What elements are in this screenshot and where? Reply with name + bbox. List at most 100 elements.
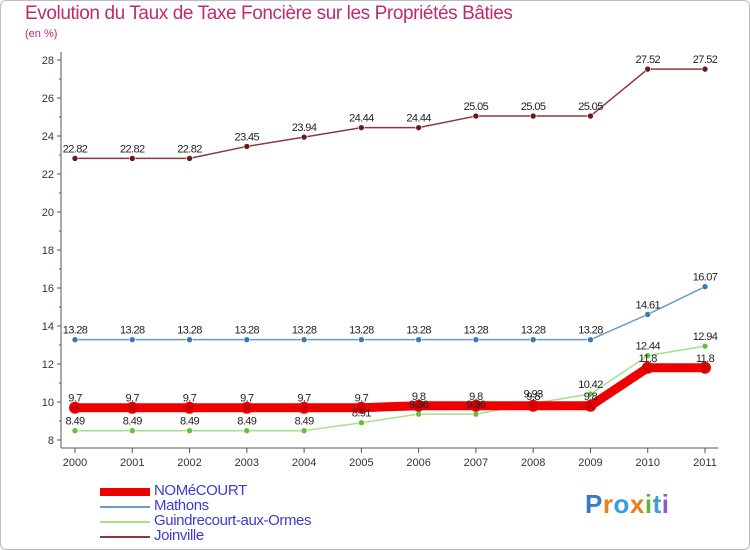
data-point	[701, 342, 709, 350]
data-label: 13.28	[63, 325, 88, 337]
data-point	[358, 124, 365, 131]
data-point	[300, 133, 308, 141]
data-label: 8.49	[65, 416, 84, 428]
data-point	[527, 399, 540, 412]
data-label: 12.44	[635, 341, 660, 353]
data-point	[243, 336, 251, 343]
legend-swatch	[100, 506, 150, 508]
data-label: 9.8	[469, 391, 483, 403]
y-tick-label: 10	[42, 397, 54, 409]
data-point	[587, 390, 594, 398]
data-point	[587, 336, 594, 343]
data-point	[355, 401, 368, 414]
data-label: 11.8	[696, 353, 715, 365]
data-point	[415, 336, 422, 343]
data-label: 13.28	[292, 325, 317, 337]
data-label: 27.52	[693, 54, 718, 66]
x-tick-label: 2003	[235, 457, 259, 469]
data-label: 22.82	[177, 143, 202, 155]
legend-label: NOMéCOURT	[154, 482, 247, 499]
data-point	[415, 410, 422, 418]
y-tick-label: 8	[48, 435, 54, 447]
y-tick-label: 28	[42, 55, 54, 67]
data-point	[128, 155, 136, 162]
data-point	[126, 401, 139, 414]
logo-letter: x	[629, 489, 645, 519]
legend-swatch	[100, 488, 150, 496]
data-label: 25.05	[521, 101, 546, 113]
data-label: 25.05	[578, 101, 603, 113]
data-label: 14.61	[635, 299, 660, 311]
data-point	[186, 427, 193, 434]
data-label: 9.8	[412, 391, 426, 403]
data-label: 10.42	[578, 379, 603, 391]
data-point	[529, 336, 537, 343]
data-label: 9.8	[584, 391, 598, 403]
data-label: 9.7	[240, 393, 254, 405]
data-point	[71, 427, 79, 434]
data-point	[469, 399, 482, 412]
x-tick-label: 2006	[406, 457, 430, 469]
data-label: 13.28	[521, 325, 546, 337]
data-label: 13.28	[464, 325, 489, 337]
data-label: 13.28	[235, 325, 260, 337]
data-label: 16.07	[693, 272, 718, 284]
data-point	[300, 336, 308, 343]
data-point	[243, 427, 251, 434]
data-point	[472, 112, 480, 120]
logo-letter: o	[613, 489, 630, 519]
data-point	[71, 155, 79, 162]
legend-swatch	[100, 536, 150, 538]
data-point	[128, 336, 136, 343]
data-label: 9.93	[524, 388, 543, 400]
data-point	[529, 112, 537, 120]
data-label: 25.05	[464, 101, 489, 113]
data-label: 9.7	[126, 393, 140, 405]
data-label: 22.82	[63, 143, 88, 155]
data-point	[644, 65, 652, 73]
data-point	[641, 361, 654, 374]
series-line-joinville	[74, 68, 706, 160]
data-point	[584, 399, 597, 412]
x-tick-label: 2004	[292, 457, 316, 469]
data-point	[644, 311, 652, 318]
y-tick-label: 24	[42, 131, 54, 143]
data-point	[587, 112, 594, 120]
data-point	[298, 401, 311, 414]
data-point	[128, 427, 136, 434]
series-line-mathons	[74, 285, 706, 341]
x-tick-label: 2001	[120, 457, 144, 469]
data-point	[186, 155, 193, 162]
x-tick-label: 2009	[578, 457, 602, 469]
data-label: 23.94	[292, 122, 317, 134]
legend-label: Guindrecourt-aux-Ormes	[154, 512, 312, 529]
data-point	[243, 143, 251, 150]
data-label: 24.44	[349, 113, 374, 125]
x-tick-label: 2000	[63, 457, 87, 469]
data-point	[358, 336, 365, 343]
logo-letter: i	[661, 489, 670, 519]
data-label: 9.36	[409, 399, 428, 411]
data-label: 23.45	[235, 131, 260, 143]
data-label: 8.49	[237, 416, 256, 428]
data-label: 27.52	[635, 54, 660, 66]
data-label: 8.49	[295, 416, 314, 428]
chart-title: Evolution du Taux de Taxe Foncière sur l…	[25, 3, 513, 24]
data-label: 9.7	[355, 393, 369, 405]
x-tick-label: 2007	[464, 457, 488, 469]
logo-letter: r	[602, 489, 614, 519]
legend-swatch	[100, 521, 150, 523]
y-tick-label: 26	[42, 93, 54, 105]
data-label: 11.8	[639, 353, 658, 365]
data-label: 9.7	[297, 393, 311, 405]
data-point	[358, 419, 365, 427]
data-label: 9.7	[68, 393, 82, 405]
data-point	[186, 336, 193, 343]
series-line-nom-court	[70, 363, 710, 413]
series-line-guindrecourt-aux-ormes	[74, 345, 706, 432]
data-point	[240, 401, 253, 414]
data-point	[472, 410, 480, 418]
data-label: 9.8	[526, 391, 540, 403]
